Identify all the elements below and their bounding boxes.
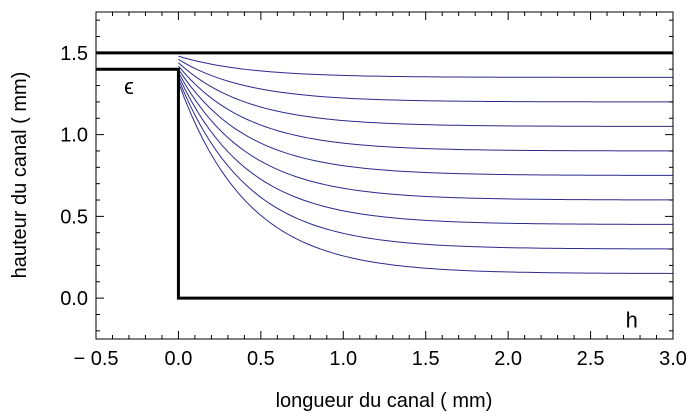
- step-wall: [96, 67, 673, 300]
- x-tick-label: 1.5: [412, 348, 440, 370]
- x-tick-label: 3.0: [659, 348, 687, 370]
- x-tick-label: 2.5: [577, 348, 605, 370]
- ticks: [95, 12, 674, 339]
- y-tick-label: 0.0: [60, 288, 88, 310]
- streamline-8: [177, 78, 674, 250]
- x-tick-label: − 0.5: [73, 348, 118, 370]
- x-tick-label: 1.0: [329, 348, 357, 370]
- plot-lines: [96, 51, 674, 300]
- x-tick-label: 0.5: [247, 348, 275, 370]
- y-tick-label: 1.0: [60, 125, 88, 147]
- y-axis-title: hauteur du canal ( mm): [9, 72, 31, 279]
- streamline-9: [177, 82, 674, 274]
- x-axis-title: longueur du canal ( mm): [276, 390, 493, 412]
- streamline-2: [178, 58, 673, 103]
- streamline-6: [177, 72, 674, 201]
- streamline-3: [178, 62, 674, 127]
- annotation-label-2: h: [626, 308, 638, 333]
- x-tick-label: 0.0: [165, 348, 193, 370]
- annotation-label-1: ϵ: [124, 74, 134, 99]
- annotations: ϵh: [124, 74, 638, 333]
- streamline-7: [177, 75, 674, 225]
- streamline-1: [178, 55, 673, 78]
- tick-labels: − 0.5 0.0 0.5 1.0 1.5 2.0 2.5 3.0 0.0 0.5 1.0 1.5: [60, 43, 687, 370]
- streamline-4: [178, 65, 674, 152]
- streamline-5: [178, 68, 674, 176]
- y-tick-label: 0.5: [60, 206, 88, 228]
- plot-frame: [95, 11, 674, 340]
- y-tick-label: 1.5: [60, 43, 88, 65]
- x-tick-label: 2.0: [494, 348, 522, 370]
